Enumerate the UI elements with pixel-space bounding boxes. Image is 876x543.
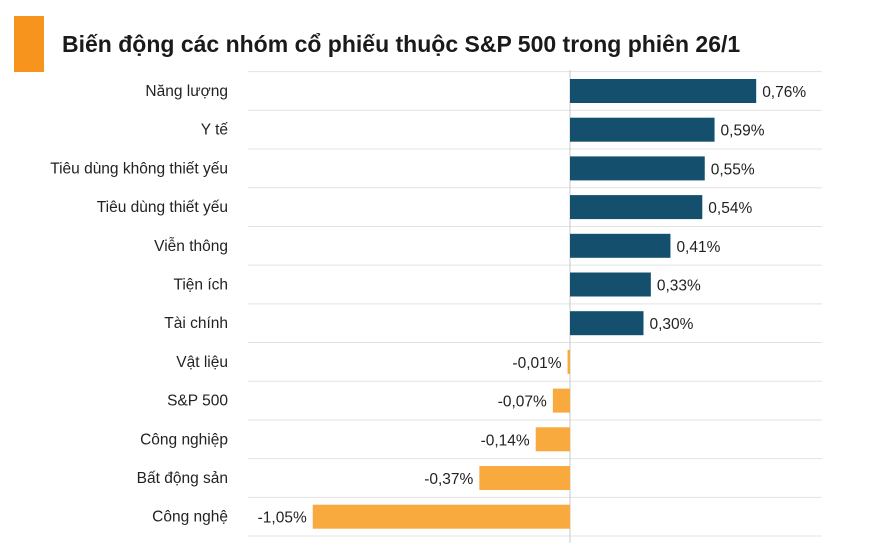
chart-title: Biến động các nhóm cổ phiếu thuộc S&P 50…: [62, 30, 741, 57]
data-label: 0,76%: [762, 84, 806, 101]
category-label: Viễn thông: [154, 238, 228, 255]
title-accent-bar: [14, 16, 44, 72]
data-label: -0,07%: [498, 394, 547, 411]
bar: [552, 388, 570, 413]
bar: [567, 349, 570, 374]
data-label: -1,05%: [258, 510, 307, 527]
category-label: Công nghiệp: [140, 431, 228, 448]
data-label: 0,55%: [711, 161, 755, 178]
category-label: S&P 500: [167, 393, 228, 410]
category-label: Tiêu dùng thiết yếu: [97, 199, 228, 216]
bar: [570, 311, 644, 336]
category-label: Tiêu dùng không thiết yếu: [50, 160, 228, 177]
category-label: Vật liệu: [176, 354, 228, 371]
data-label: -0,01%: [512, 355, 561, 372]
chart-title-block: Biến động các nhóm cổ phiếu thuộc S&P 50…: [14, 16, 740, 72]
data-label: -0,14%: [481, 432, 530, 449]
data-label: 0,59%: [721, 123, 765, 140]
category-label: Y tế: [201, 122, 229, 139]
bar: [570, 233, 671, 258]
data-label: 0,41%: [676, 239, 720, 256]
bar: [570, 79, 757, 103]
bar: [312, 504, 570, 529]
bar: [570, 195, 703, 220]
bar: [479, 466, 570, 490]
bar: [535, 427, 570, 452]
bar: [570, 272, 651, 297]
category-label: Tiện ích: [173, 277, 228, 294]
category-label: Bất động sản: [137, 470, 228, 487]
category-label: Công nghệ: [152, 509, 228, 526]
bar: [570, 117, 715, 142]
category-label: Năng lượng: [145, 83, 228, 100]
data-label: -0,37%: [424, 471, 473, 488]
data-label: 0,33%: [657, 278, 701, 295]
category-label: Tài chính: [164, 315, 228, 332]
data-label: 0,30%: [650, 316, 694, 333]
data-label: 0,54%: [708, 200, 752, 217]
bar: [570, 156, 705, 181]
